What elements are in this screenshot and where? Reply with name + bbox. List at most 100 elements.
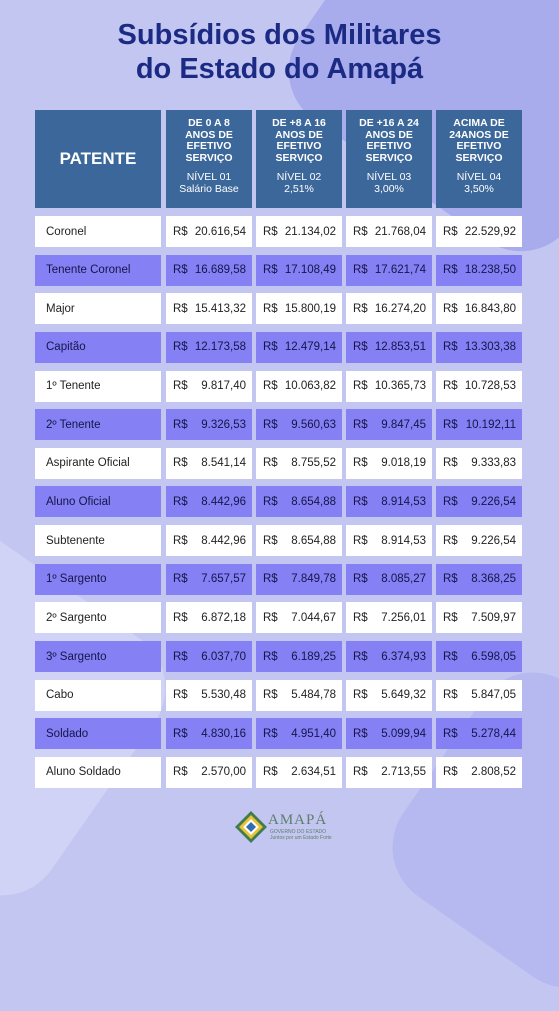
table-row: Aluno Soldado R$ 2.570,00 R$ 2.634,51 R$ 2.713… (35, 756, 525, 788)
currency-label: R$ (443, 457, 458, 470)
currency-label: R$ (173, 380, 188, 393)
salary-value: 8.914,53 (381, 495, 426, 508)
currency-label: R$ (263, 766, 278, 779)
salary-value: 6.037,70 (201, 650, 246, 663)
currency-label: R$ (263, 689, 278, 702)
salary-cell: R$ 21.134,02 (256, 216, 342, 247)
salary-cell: R$ 9.333,83 (436, 447, 522, 479)
currency-label: R$ (443, 225, 458, 238)
salary-value: 4.951,40 (291, 727, 336, 740)
table-row: 2º Tenente R$ 9.326,53 R$ 9.560,63 R$ 9.847,45… (35, 409, 525, 441)
salary-value: 13.303,38 (464, 341, 516, 354)
table-row: Aluno Oficial R$ 8.442,96 R$ 8.654,88 R$ 8.914… (35, 486, 525, 518)
salary-cell: R$ 7.256,01 (346, 602, 432, 634)
salary-cell: R$ 10.192,11 (436, 409, 522, 441)
rank-cell: 3º Sargento (35, 641, 161, 673)
salary-cell: R$ 10.365,73 (346, 370, 432, 402)
salary-cell: R$ 12.853,51 (346, 331, 432, 363)
header-level-2: DE +8 A 16 ANOS DE EFETIVO SERVIÇO NÍVEL… (256, 110, 342, 208)
currency-label: R$ (443, 650, 458, 663)
currency-label: R$ (443, 302, 458, 315)
header-level: NÍVEL 04 (456, 171, 502, 183)
currency-label: R$ (263, 727, 278, 740)
currency-label: R$ (263, 611, 278, 624)
currency-label: R$ (353, 727, 368, 740)
currency-label: R$ (443, 611, 458, 624)
salary-value: 2.570,00 (201, 766, 246, 779)
header-level: NÍVEL 03 (366, 171, 412, 183)
currency-label: R$ (443, 495, 458, 508)
currency-label: R$ (263, 225, 278, 238)
currency-label: R$ (353, 766, 368, 779)
currency-label: R$ (443, 534, 458, 547)
salary-value: 10.728,53 (464, 380, 516, 393)
salary-cell: R$ 16.689,58 (166, 254, 252, 286)
currency-label: R$ (173, 650, 188, 663)
salary-cell: R$ 5.278,44 (436, 718, 522, 750)
currency-label: R$ (443, 380, 458, 393)
salary-value: 5.278,44 (471, 727, 516, 740)
currency-label: R$ (173, 264, 188, 277)
currency-label: R$ (173, 302, 188, 315)
salary-value: 16.689,58 (194, 264, 246, 277)
salary-cell: R$ 17.621,74 (346, 254, 432, 286)
header-level: NÍVEL 02 (276, 171, 322, 183)
header-detail: 3,00% (374, 183, 404, 195)
currency-label: R$ (173, 611, 188, 624)
salary-value: 12.173,58 (194, 341, 246, 354)
currency-label: R$ (263, 495, 278, 508)
table-row: 1º Tenente R$ 9.817,40 R$ 10.063,82 R$ 10.365,… (35, 370, 525, 402)
title-line-2: do Estado do Amapá (135, 53, 424, 85)
rank-cell: 2º Sargento (35, 602, 161, 634)
header-title-line: ANOS DE (275, 128, 323, 141)
salary-value: 9.817,40 (201, 380, 246, 393)
page-title: Subsídios dos Militares do Estado do Ama… (0, 18, 559, 86)
currency-label: R$ (173, 727, 188, 740)
salary-cell: R$ 16.274,20 (346, 293, 432, 325)
salary-value: 7.509,97 (471, 611, 516, 624)
salary-table: PATENTE DE 0 A 8 ANOS DE EFETIVO SERVIÇO… (35, 110, 525, 796)
salary-value: 21.768,04 (374, 225, 426, 238)
rank-cell: Aspirante Oficial (35, 447, 161, 479)
salary-cell: R$ 7.509,97 (436, 602, 522, 634)
salary-cell: R$ 4.830,16 (166, 718, 252, 750)
salary-value: 2.713,55 (381, 766, 426, 779)
header-detail: Salário Base (179, 183, 239, 195)
salary-cell: R$ 8.654,88 (256, 486, 342, 518)
header-detail: 2,51% (284, 183, 314, 195)
table-row: Capitão R$ 12.173,58 R$ 12.479,14 R$ 12.853,51… (35, 331, 525, 363)
header-subtitle: NÍVEL 01 Salário Base (179, 171, 239, 195)
salary-value: 9.226,54 (471, 534, 516, 547)
header-title-line: SERVIÇO (455, 151, 503, 164)
salary-cell: R$ 15.800,19 (256, 293, 342, 325)
salary-value: 7.044,67 (291, 611, 336, 624)
salary-value: 9.333,83 (471, 457, 516, 470)
rank-cell: Major (35, 293, 161, 325)
logo-subtitle-line: Juntos por um Estado Forte (270, 835, 332, 841)
currency-label: R$ (173, 495, 188, 508)
currency-label: R$ (263, 302, 278, 315)
salary-value: 5.847,05 (471, 689, 516, 702)
rank-cell: Subtenente (35, 525, 161, 557)
salary-value: 21.134,02 (284, 225, 336, 238)
salary-value: 8.654,88 (291, 534, 336, 547)
salary-value: 10.063,82 (284, 380, 336, 393)
salary-value: 6.189,25 (291, 650, 336, 663)
salary-cell: R$ 18.238,50 (436, 254, 522, 286)
header-level-3: DE +16 A 24 ANOS DE EFETIVO SERVIÇO NÍVE… (346, 110, 432, 208)
table-row: Aspirante Oficial R$ 8.541,14 R$ 8.755,52 R$ 9… (35, 447, 525, 479)
salary-cell: R$ 6.872,18 (166, 602, 252, 634)
currency-label: R$ (353, 611, 368, 624)
currency-label: R$ (173, 225, 188, 238)
currency-label: R$ (173, 766, 188, 779)
title-line-1: Subsídios dos Militares (117, 19, 442, 51)
currency-label: R$ (263, 418, 278, 431)
header-title-line: ANOS DE (185, 128, 233, 141)
currency-label: R$ (353, 573, 368, 586)
salary-value: 5.484,78 (291, 689, 336, 702)
salary-cell: R$ 9.226,54 (436, 525, 522, 557)
salary-cell: R$ 2.570,00 (166, 756, 252, 788)
salary-value: 15.413,32 (194, 302, 246, 315)
salary-value: 8.442,96 (201, 534, 246, 547)
currency-label: R$ (263, 341, 278, 354)
